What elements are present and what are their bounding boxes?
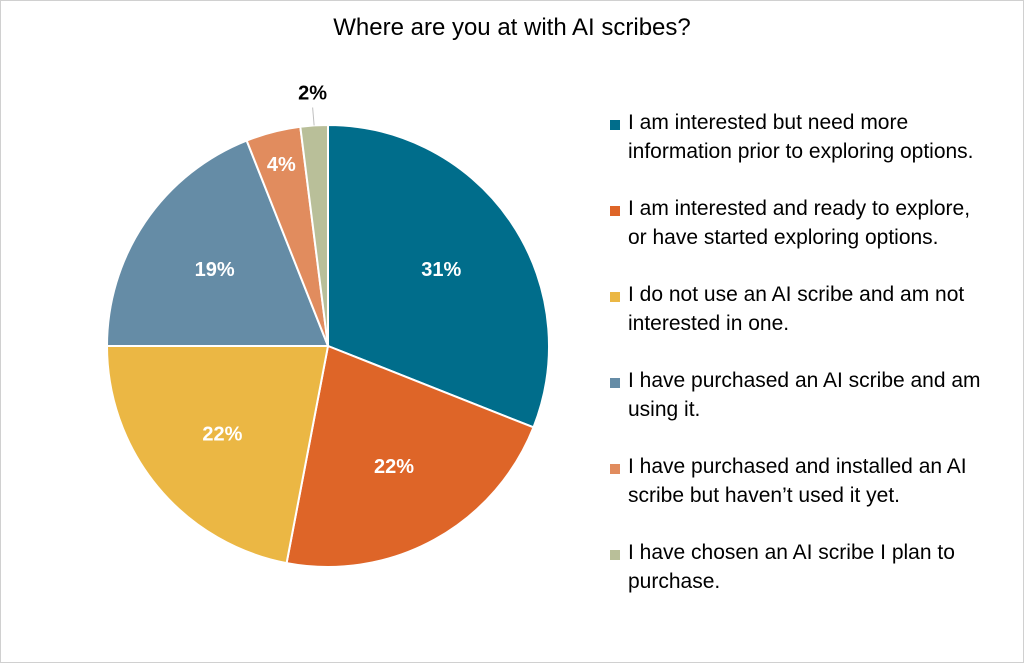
legend-item: I have chosen an AI scribe I plan to purc…	[608, 538, 1018, 624]
legend-item: I have purchased an AI scribe and am usin…	[608, 366, 1018, 452]
data-label: 19%	[195, 259, 235, 281]
legend-label: I am interested and ready to explore, or …	[628, 197, 971, 249]
pie-slice	[105, 345, 330, 565]
pie-slice	[327, 123, 550, 429]
legend-label: I have purchased and installed an AI scri…	[628, 455, 967, 507]
leader-line	[312, 107, 315, 126]
legend-swatch	[610, 378, 620, 388]
legend-item: I have purchased and installed an AI scri…	[608, 452, 1018, 538]
data-label: 22%	[374, 456, 414, 478]
legend-swatch	[610, 550, 620, 560]
legend-swatch	[610, 292, 620, 302]
chart-title: Where are you at with AI scribes?	[333, 14, 691, 41]
legend: I am interested but need more information…	[608, 108, 1018, 624]
data-label: 22%	[202, 423, 242, 445]
data-label: 31%	[421, 259, 461, 281]
pie-slice	[105, 139, 330, 347]
legend-label: I am interested but need more information…	[628, 111, 974, 163]
legend-swatch	[610, 464, 620, 474]
legend-item: I am interested but need more information…	[608, 108, 1018, 194]
legend-label: I do not use an AI scribe and am not inte…	[628, 283, 965, 335]
legend-swatch	[610, 120, 620, 130]
legend-item: I do not use an AI scribe and am not inte…	[608, 280, 1018, 366]
data-label: 4%	[267, 154, 296, 176]
legend-label: I have chosen an AI scribe I plan to purc…	[628, 541, 955, 593]
data-label: 2%	[298, 82, 327, 104]
legend-swatch	[610, 206, 620, 216]
pie-slice	[285, 344, 535, 568]
pie-slice	[299, 123, 329, 347]
legend-label: I have purchased an AI scribe and am usin…	[628, 369, 981, 421]
legend-item: I am interested and ready to explore, or …	[608, 194, 1018, 280]
